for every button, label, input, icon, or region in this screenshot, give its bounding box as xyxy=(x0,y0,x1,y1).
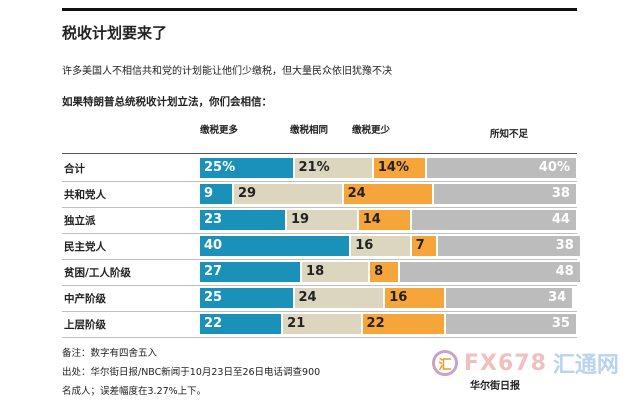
header-rule xyxy=(62,153,577,154)
watermark-logo-icon: 汇 xyxy=(432,350,458,376)
chart-title: 税收计划要来了 xyxy=(62,24,168,42)
row-label: 合计 xyxy=(64,163,85,175)
legend-1: 缴税更多 xyxy=(200,125,239,136)
chart-subtitle: 许多美国人不相信共和党的计划能让他们少缴税，但大量民众依旧犹豫不决 xyxy=(62,66,392,77)
bar-segment: 25 xyxy=(200,288,293,308)
watermark: 汇 FX678 汇通网 xyxy=(432,347,619,379)
legend-2: 缴税相同 xyxy=(290,125,329,136)
legend-4: 所知不足 xyxy=(490,129,529,140)
bar-segment: 22 xyxy=(200,314,282,334)
row-label: 贫困/工人阶级 xyxy=(64,267,131,279)
bar-segment: 24 xyxy=(343,184,433,204)
row-divider xyxy=(62,285,577,286)
chart-question: 如果特朗普总统税收计划立法，你们会相信： xyxy=(62,96,272,108)
bar-segment: 14% xyxy=(373,158,425,178)
bar-segment: 22 xyxy=(362,314,444,334)
row-label: 民主党人 xyxy=(64,241,106,253)
bar-segment: 21 xyxy=(283,314,361,334)
bar-segment: 27 xyxy=(200,262,301,282)
bar-segment: 19 xyxy=(286,210,357,230)
row-divider xyxy=(62,259,577,260)
bar-segment: 35 xyxy=(445,314,576,334)
bar-segment: 34 xyxy=(445,288,573,308)
watermark-brand: FX678 xyxy=(464,350,547,376)
bar-segment: 40 xyxy=(200,236,350,256)
row-divider xyxy=(62,233,577,234)
bar-segment: 40% xyxy=(426,158,576,178)
row-divider xyxy=(62,337,577,338)
bar-segment: 48 xyxy=(400,262,580,282)
bar-segment: 44 xyxy=(411,210,576,230)
bar-segment: 21% xyxy=(294,158,372,178)
note-margin: 名成人；误差幅度在3.27%上下。 xyxy=(62,386,207,397)
bar-segment: 38 xyxy=(438,236,580,256)
bar-segment: 8 xyxy=(370,262,399,282)
row-label: 独立派 xyxy=(64,215,96,227)
bar-segment: 38 xyxy=(434,184,576,204)
bar-segment: 18 xyxy=(302,262,369,282)
wsj-logo: 华尔街日报 xyxy=(470,381,520,392)
row-label: 中产阶级 xyxy=(64,293,106,305)
legend-3: 缴税更少 xyxy=(352,125,391,136)
bar-segment: 16 xyxy=(351,236,410,256)
row-label: 共和党人 xyxy=(64,189,106,201)
bar-segment: 24 xyxy=(294,288,384,308)
bar-segment: 14 xyxy=(358,210,410,230)
row-divider xyxy=(62,207,577,208)
bar-segment: 7 xyxy=(411,236,437,256)
top-rule xyxy=(62,8,577,11)
bar-segment: 29 xyxy=(234,184,342,204)
bar-segment: 16 xyxy=(385,288,444,308)
row-label: 上层阶级 xyxy=(64,319,106,331)
row-divider xyxy=(62,311,577,312)
bar-segment: 25% xyxy=(200,158,293,178)
bar-segment: 9 xyxy=(200,184,233,204)
note-source: 出处：华尔街日报/NBC新闻于10月23日至26日电话调查900 xyxy=(62,367,321,378)
bar-segment: 23 xyxy=(200,210,285,230)
row-divider xyxy=(62,181,577,182)
watermark-brand-cn: 汇通网 xyxy=(552,353,619,378)
note-rounding: 备注：数字有四舍五入 xyxy=(62,348,158,359)
